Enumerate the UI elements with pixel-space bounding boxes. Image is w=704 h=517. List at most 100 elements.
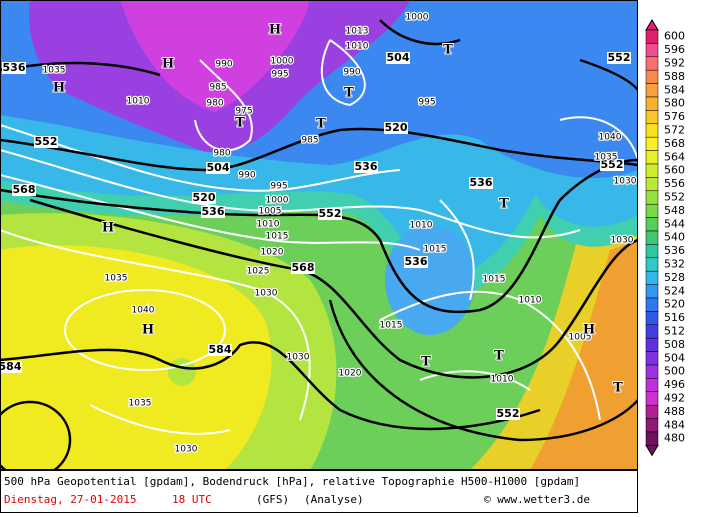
geopotential-label: 536 [470,176,493,189]
pressure-label: 990 [215,60,232,70]
color-bar-step [645,324,659,339]
caption-line: 500 hPa Geopotential [gpdam], Bodendruck… [4,475,580,488]
label-box [469,177,493,189]
color-bar-step [645,96,659,111]
pressure-label: 1035 [105,274,128,284]
color-bar-step [645,284,659,299]
color-bar-step [645,203,659,218]
geopotential-label: 504 [387,51,410,64]
label-box [0,361,22,373]
pressure-center: T [316,117,326,132]
color-bar-label: 584 [664,83,685,96]
pressure-center: H [142,323,154,338]
pressure-label: 1030 [255,289,278,299]
color-bar-step [645,217,659,232]
pressure-label: 995 [418,98,435,108]
pressure-label: 1010 [519,296,542,306]
color-bar-step [645,391,659,406]
label-box [208,344,232,356]
color-bar-label: 492 [664,392,685,405]
label-box [201,206,225,218]
color-bar-label: 600 [664,30,685,43]
color-bar-label: 480 [664,432,685,445]
color-bar-step [645,56,659,71]
label-box [34,136,58,148]
pressure-label: 1000 [406,13,429,23]
label-box [386,52,410,64]
color-bar-label: 556 [664,177,685,190]
color-bar-step [645,190,659,205]
color-bar-label: 540 [664,231,685,244]
color-bar-label: 504 [664,351,685,364]
pressure-center: T [494,349,504,364]
color-bar-step [645,418,659,433]
geopotential-label: 584 [209,343,232,356]
label-box [206,162,230,174]
pressure-center: H [102,221,114,236]
map-frame [0,0,638,470]
label-box [404,256,428,268]
color-bar-step [645,110,659,125]
pressure-label: 985 [301,136,318,146]
geopotential-label: 536 [3,61,26,74]
color-bar-label: 580 [664,97,685,110]
pressure-label: 1015 [266,232,289,242]
geopotential-label: 568 [13,183,36,196]
label-box [354,161,378,173]
color-bar-label: 592 [664,57,685,70]
pressure-label: 1000 [266,196,289,206]
color-bar-label: 524 [664,284,685,297]
color-bar-step [645,257,659,272]
pressure-label: 1035 [129,399,152,409]
pressure-label: 1030 [175,445,198,455]
label-box [600,159,624,171]
color-bar-step [645,29,659,44]
color-bar-step [645,337,659,352]
pressure-center: H [269,23,281,38]
pressure-label: 1040 [599,133,622,143]
pressure-label: 1010 [257,220,280,230]
geopotential-label: 584 [0,360,22,373]
color-bar-step [645,136,659,151]
color-bar-step [645,83,659,98]
geopotential-label: 552 [608,51,631,64]
pressure-label: 980 [213,149,230,159]
pressure-label: 995 [271,70,288,80]
map-field [0,0,638,470]
pressure-label: 985 [209,83,226,93]
caption-box [0,470,638,513]
geopotential-label: 520 [193,191,216,204]
pressure-label: 1000 [271,57,294,67]
label-box [496,408,520,420]
color-bar-step [645,150,659,165]
pressure-center: T [613,381,623,396]
color-bar-label: 500 [664,365,685,378]
geopotential-label: 552 [319,207,342,220]
pressure-center: T [421,355,431,370]
label-box [2,62,26,74]
color-bar-step [645,431,659,446]
pressure-label: 1025 [247,267,270,277]
color-bar-label: 548 [664,204,685,217]
geopotential-label: 536 [405,255,428,268]
geopotential-label: 552 [35,135,58,148]
color-bar-step [645,404,659,419]
color-bar-label: 512 [664,325,685,338]
color-bar-label: 572 [664,124,685,137]
pressure-label: 990 [238,171,255,181]
label-box [318,208,342,220]
pressure-label: 1030 [614,177,637,187]
color-bar-step [645,297,659,312]
color-bar-step [645,123,659,138]
pressure-center: T [499,197,509,212]
color-bar-step [645,311,659,326]
color-bar-label: 496 [664,378,685,391]
time: 18 UTC [172,493,212,506]
pressure-label: 975 [235,107,252,117]
label-box [384,122,408,134]
pressure-label: 1013 [346,27,369,37]
pressure-label: 1020 [339,369,362,379]
color-bar-label: 536 [664,244,685,257]
source: © www.wetter3.de [484,493,590,506]
pressure-label: 1010 [410,221,433,231]
